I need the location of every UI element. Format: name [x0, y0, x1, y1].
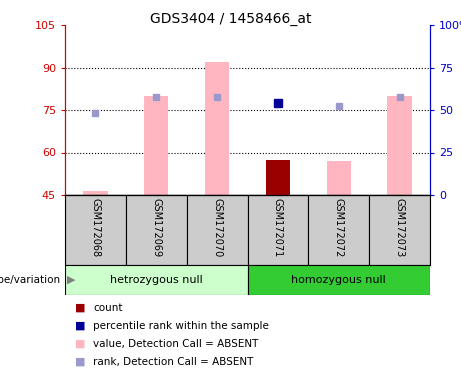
Bar	[65, 195, 126, 265]
Text: GSM172069: GSM172069	[151, 199, 161, 258]
Bar	[248, 195, 308, 265]
Text: GSM172068: GSM172068	[90, 199, 100, 258]
Text: percentile rank within the sample: percentile rank within the sample	[94, 321, 269, 331]
Text: rank, Detection Call = ABSENT: rank, Detection Call = ABSENT	[94, 357, 254, 367]
Text: GDS3404 / 1458466_at: GDS3404 / 1458466_at	[150, 12, 311, 26]
Bar	[205, 62, 229, 195]
Bar	[65, 265, 248, 295]
Text: ▶: ▶	[67, 275, 76, 285]
Bar	[369, 195, 430, 265]
Text: count: count	[94, 303, 123, 313]
Text: genotype/variation: genotype/variation	[0, 275, 60, 285]
Bar	[126, 195, 187, 265]
Text: GSM172073: GSM172073	[395, 199, 405, 258]
Bar	[387, 96, 412, 195]
Text: homozygous null: homozygous null	[291, 275, 386, 285]
Bar	[266, 160, 290, 195]
Text: hetrozygous null: hetrozygous null	[110, 275, 203, 285]
Text: ■: ■	[75, 321, 85, 331]
Bar	[83, 191, 107, 195]
Text: ■: ■	[75, 357, 85, 367]
Bar	[326, 161, 351, 195]
Bar	[187, 195, 248, 265]
Bar	[144, 96, 168, 195]
Bar	[308, 195, 369, 265]
Bar	[248, 265, 430, 295]
Bar	[266, 160, 290, 195]
Text: value, Detection Call = ABSENT: value, Detection Call = ABSENT	[94, 339, 259, 349]
Text: GSM172070: GSM172070	[212, 199, 222, 258]
Text: ■: ■	[75, 339, 85, 349]
Text: ■: ■	[75, 303, 85, 313]
Text: GSM172071: GSM172071	[273, 199, 283, 258]
Text: GSM172072: GSM172072	[334, 199, 344, 258]
